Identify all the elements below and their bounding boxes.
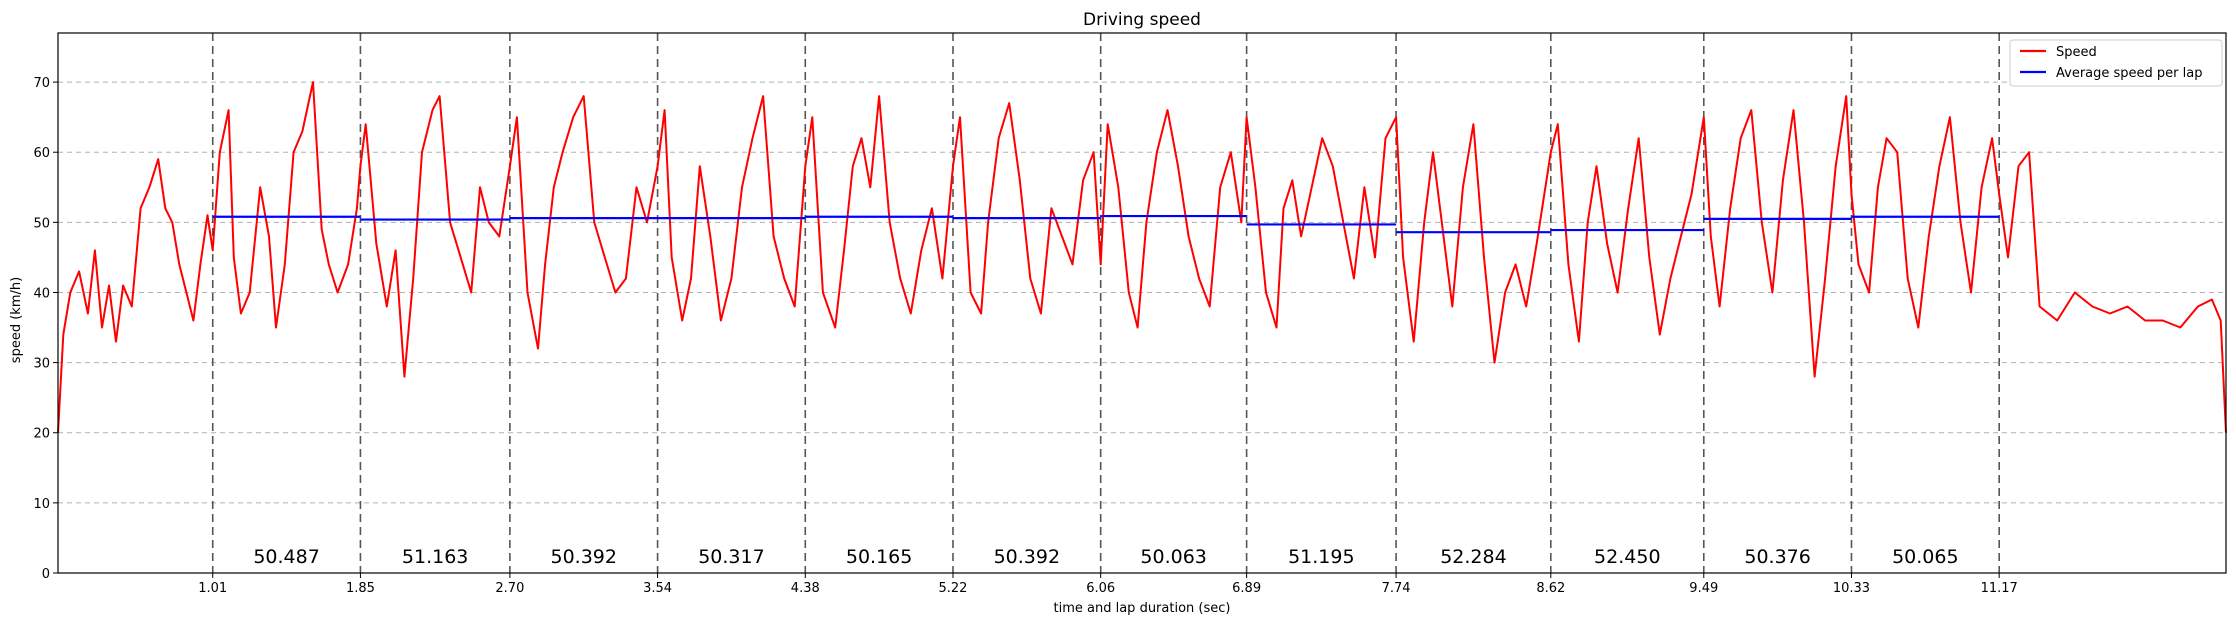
x-tick-label: 1.01: [198, 581, 227, 596]
y-tick-label: 60: [33, 146, 50, 161]
y-tick-label: 30: [33, 357, 50, 372]
lap-duration-label: 51.195: [1288, 546, 1354, 568]
x-axis: 1.01 1.85 2.70 3.54 4.38 5.22 6.06 6.89 7.74 8.62…: [198, 573, 2018, 596]
lap-duration-label: 52.450: [1594, 546, 1660, 568]
lap-duration-label: 50.317: [698, 546, 764, 568]
x-tick-label: 6.89: [1232, 581, 1261, 596]
x-tick-label: 8.62: [1536, 581, 1565, 596]
y-axis: 0 10 20 30 40 50 60 70: [33, 76, 58, 582]
lap-duration-labels: 50.487 51.163 50.392 50.317 50.165 50.392 50.0…: [253, 546, 1958, 568]
lap-duration-label: 51.163: [402, 546, 468, 568]
lap-duration-label: 50.165: [846, 546, 912, 568]
x-tick-label: 3.54: [643, 581, 672, 596]
x-tick-label: 7.74: [1382, 581, 1411, 596]
y-axis-label: speed (km/h): [9, 277, 24, 363]
x-tick-label: 11.17: [1981, 581, 2018, 596]
y-tick-label: 40: [33, 286, 50, 301]
y-tick-label: 20: [33, 427, 50, 442]
x-tick-label: 6.06: [1086, 581, 1115, 596]
plot-frame: [57, 32, 2227, 574]
speed-line: [57, 81, 2227, 433]
lap-boundary-lines: [211, 33, 2000, 573]
x-tick-label: 1.85: [346, 581, 375, 596]
lap-duration-label: 50.376: [1744, 546, 1810, 568]
legend-label-speed: Speed: [2056, 45, 2097, 60]
lap-duration-label: 50.392: [550, 546, 616, 568]
lap-duration-label: 50.392: [994, 546, 1060, 568]
legend-label-average: Average speed per lap: [2056, 66, 2202, 81]
x-tick-label: 10.33: [1833, 581, 1870, 596]
lap-duration-label: 50.065: [1892, 546, 1958, 568]
series-lines: [57, 81, 2227, 433]
lap-duration-label: 52.284: [1440, 546, 1506, 568]
x-tick-label: 9.49: [1689, 581, 1718, 596]
x-axis-label: time and lap duration (sec): [1054, 601, 1231, 616]
x-tick-label: 2.70: [495, 581, 524, 596]
legend-box: [2009, 39, 2223, 87]
legend: Speed Average speed per lap: [2009, 39, 2223, 87]
x-tick-label: 5.22: [939, 581, 968, 596]
y-tick-label: 50: [33, 216, 50, 231]
lap-duration-label: 50.063: [1140, 546, 1206, 568]
y-tick-label: 10: [33, 497, 50, 512]
lap-duration-label: 50.487: [253, 546, 319, 568]
y-tick-label: 0: [42, 567, 50, 582]
chart-title: Driving speed: [1083, 10, 1201, 30]
x-tick-label: 4.38: [791, 581, 820, 596]
y-tick-label: 70: [33, 76, 50, 91]
y-grid: [58, 81, 2226, 574]
